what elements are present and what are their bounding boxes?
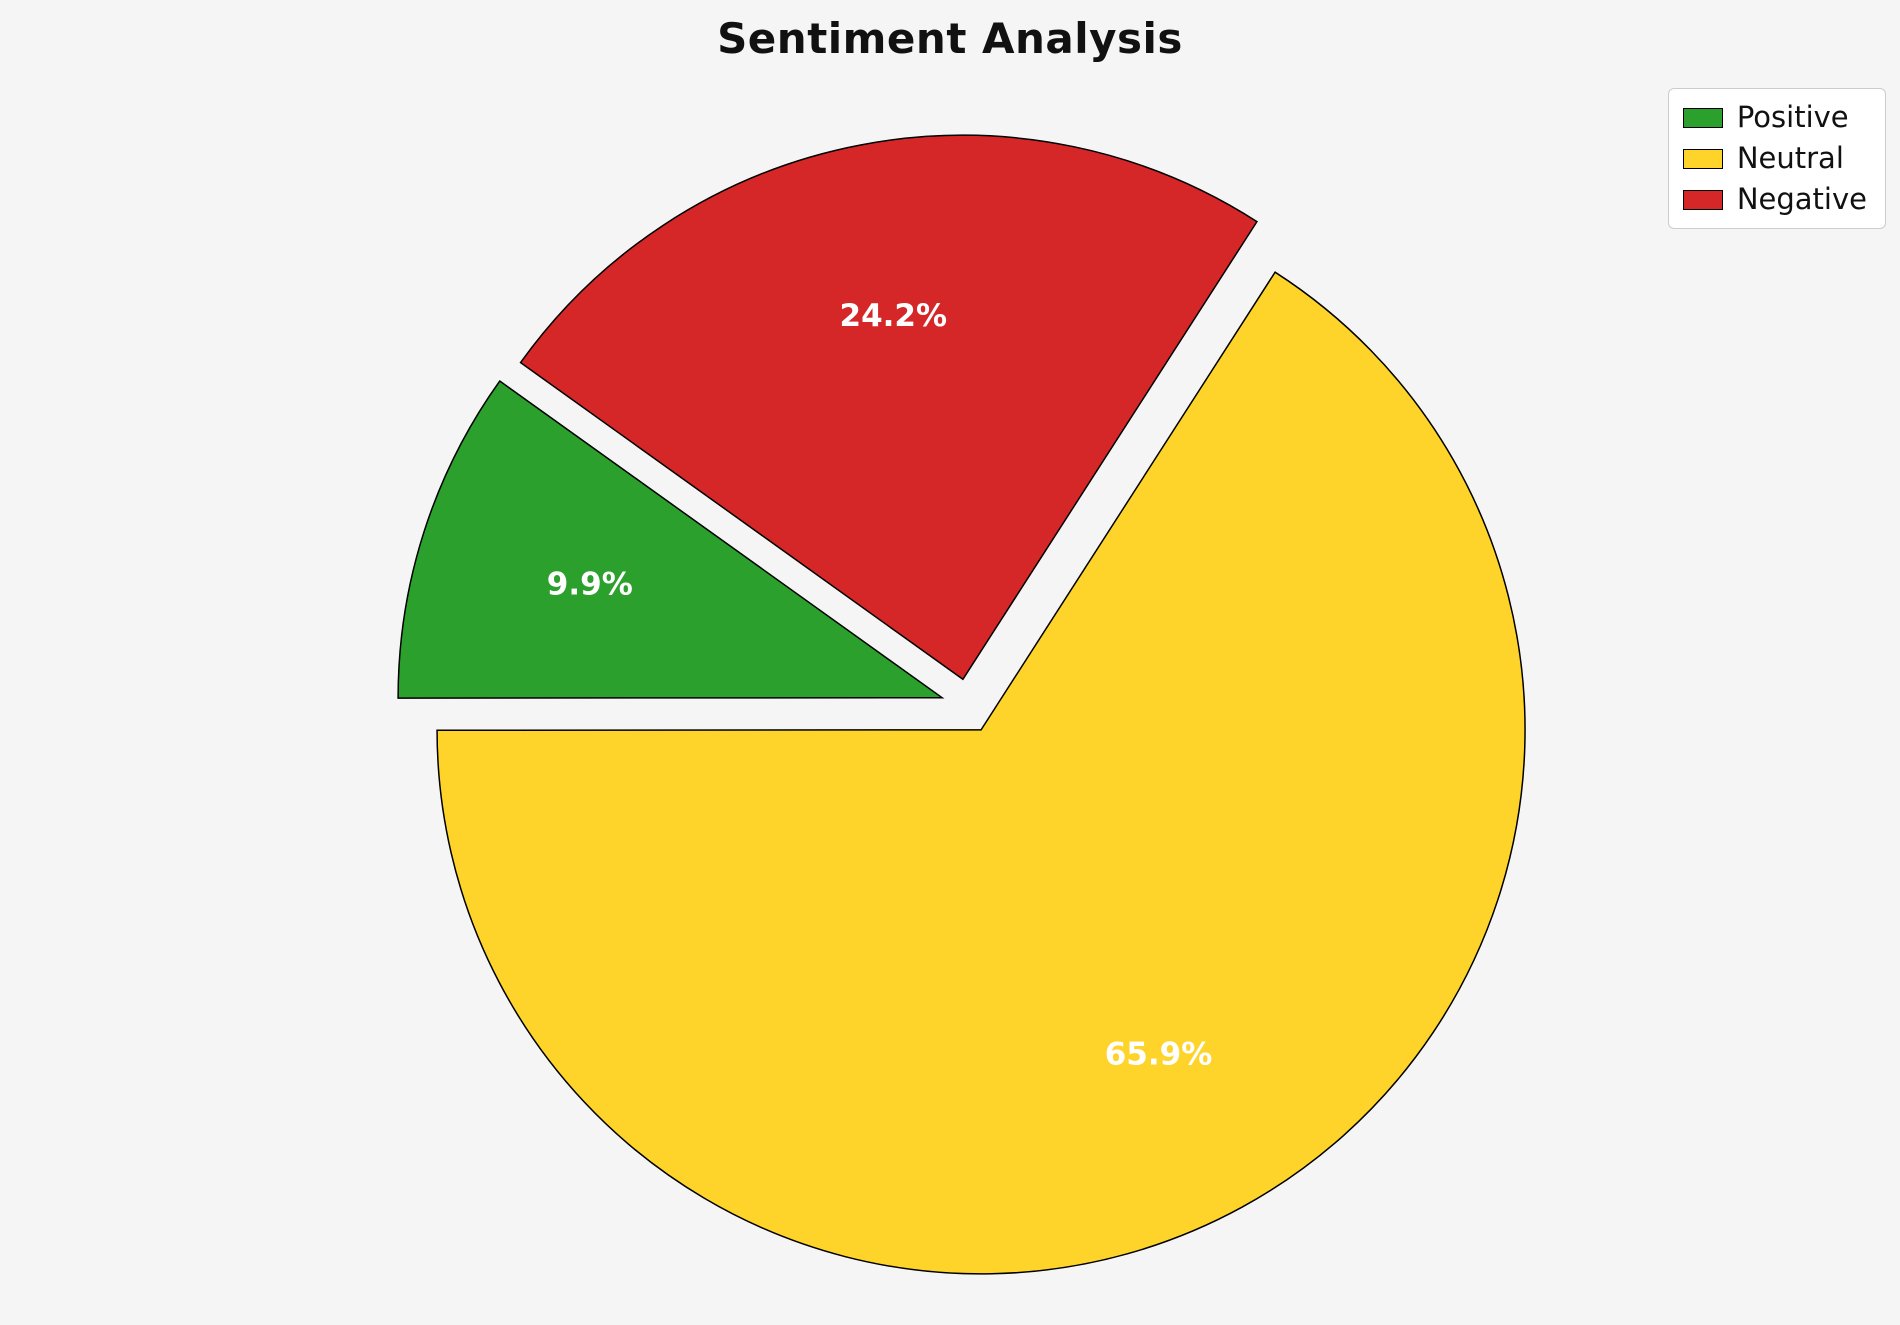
pct-label-neutral: 65.9% xyxy=(1105,1037,1213,1073)
legend: Positive Neutral Negative xyxy=(1667,88,1886,229)
pie-slice-negative xyxy=(519,134,1258,681)
legend-item-positive: Positive xyxy=(1682,100,1867,134)
legend-item-neutral: Neutral xyxy=(1682,141,1867,175)
pct-label-positive: 9.9% xyxy=(547,567,633,603)
legend-swatch-neutral-icon xyxy=(1682,148,1723,169)
legend-label-negative: Negative xyxy=(1736,182,1867,216)
pie-slice-positive xyxy=(397,379,945,699)
pie-slice-neutral xyxy=(436,271,1526,1275)
legend-label-positive: Positive xyxy=(1736,100,1849,134)
chart-title: Sentiment Analysis xyxy=(717,14,1183,63)
pct-label-negative: 24.2% xyxy=(840,298,948,334)
legend-swatch-negative-icon xyxy=(1682,189,1723,210)
legend-item-negative: Negative xyxy=(1682,182,1867,216)
legend-label-neutral: Neutral xyxy=(1736,141,1844,175)
legend-swatch-positive-icon xyxy=(1682,107,1723,128)
